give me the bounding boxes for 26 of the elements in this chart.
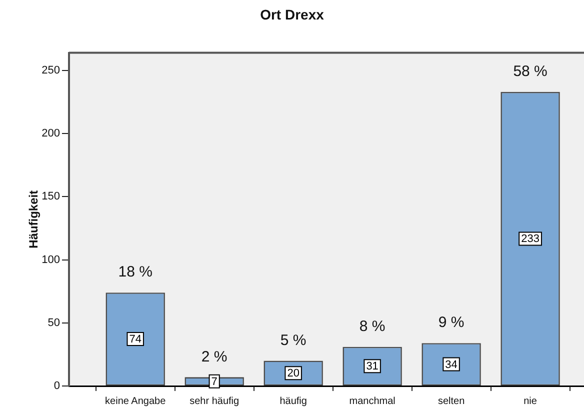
y-tick-label: 250 — [42, 64, 60, 76]
annotation: 9 % — [438, 314, 464, 332]
y-tick-label: 100 — [42, 254, 60, 266]
chart-title: Ort Drexx — [260, 6, 324, 22]
x-tick-label: häufig — [280, 396, 307, 407]
data-label: 74 — [129, 334, 142, 346]
annotation: 2 % — [201, 348, 228, 366]
x-tick-label: selten — [438, 396, 465, 407]
x-tick-label: keine Angabe — [105, 396, 166, 407]
x-tick-label: manchmal — [349, 396, 396, 407]
y-axis-title: Häufigkeit — [26, 190, 41, 248]
data-label: 233 — [521, 233, 540, 246]
data-label: 7 — [211, 376, 218, 388]
data-label: 34 — [445, 358, 458, 371]
y-tick-label: 200 — [42, 128, 60, 140]
annotation: 58 % — [513, 63, 548, 80]
x-tick-label: nie — [524, 396, 538, 407]
y-tick-label: 150 — [42, 190, 60, 203]
data-label: 31 — [366, 360, 378, 373]
y-tick-label: 0 — [54, 380, 60, 392]
annotation: 18 % — [118, 264, 152, 281]
y-tick-label: 50 — [48, 316, 60, 329]
data-label: 20 — [287, 368, 300, 380]
annotation: 8 % — [359, 318, 386, 336]
x-tick-label: sehr häufig — [190, 396, 240, 407]
annotation: 5 % — [280, 332, 306, 349]
